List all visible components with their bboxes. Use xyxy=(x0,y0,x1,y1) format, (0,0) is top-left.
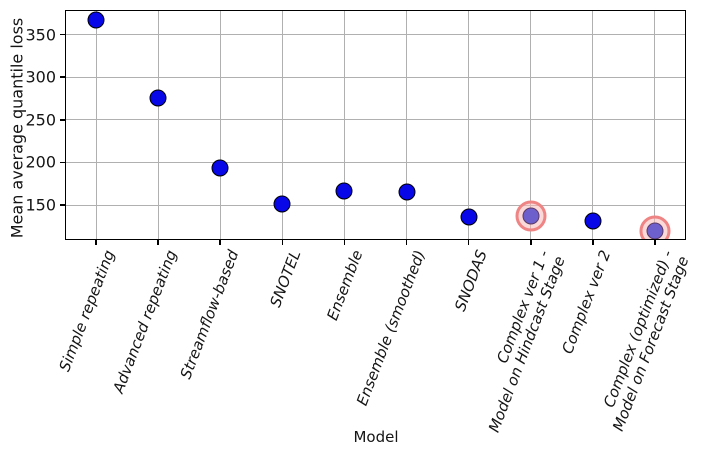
y-gridline xyxy=(65,119,686,121)
x-tick xyxy=(529,240,532,245)
data-point xyxy=(149,89,167,107)
y-gridline xyxy=(65,34,686,36)
x-gridline xyxy=(95,10,97,240)
x-tick xyxy=(95,240,97,245)
data-point-highlighted xyxy=(522,207,540,225)
x-tick xyxy=(281,240,284,245)
y-tick-label: 150 xyxy=(25,195,56,215)
y-tick xyxy=(60,33,65,36)
x-gridline xyxy=(219,10,221,240)
x-tick-label: Streamflow-based xyxy=(176,247,243,382)
x-gridline xyxy=(343,10,345,240)
x-gridline xyxy=(530,10,532,240)
x-gridline xyxy=(654,10,656,240)
data-point xyxy=(460,208,478,226)
x-axis-title: Model xyxy=(353,428,399,446)
y-tick xyxy=(60,76,65,79)
y-tick xyxy=(60,161,65,164)
x-tick xyxy=(219,240,222,245)
x-tick-label: SNODAS xyxy=(450,247,491,314)
y-tick-label: 350 xyxy=(25,25,56,45)
x-tick-label: Simple repeating xyxy=(55,247,118,374)
data-point xyxy=(398,183,416,201)
y-gridline xyxy=(65,76,686,78)
data-point xyxy=(211,159,229,177)
x-tick-label: Ensemble xyxy=(323,247,367,323)
y-gridline xyxy=(65,161,686,163)
data-point xyxy=(87,11,105,29)
x-tick xyxy=(654,240,656,245)
x-tick xyxy=(405,240,408,245)
y-tick xyxy=(60,204,65,206)
x-gridline xyxy=(468,10,470,240)
x-tick-label: Complex (optimized) - Model on Forecast … xyxy=(600,247,693,434)
data-point xyxy=(584,212,602,230)
data-point-highlighted xyxy=(646,222,664,240)
x-gridline xyxy=(406,10,408,240)
x-tick-label: SNOTEL xyxy=(266,247,305,310)
x-tick-label: Advanced repeating xyxy=(108,247,181,396)
x-tick xyxy=(592,240,594,245)
data-point xyxy=(335,182,353,200)
y-tick-label: 200 xyxy=(25,152,56,172)
data-point xyxy=(273,195,291,213)
x-tick xyxy=(467,240,470,245)
y-gridline xyxy=(65,204,686,206)
x-tick-label: Complex ver 1 - Model on Hindcast Stage xyxy=(484,247,569,435)
y-tick-label: 300 xyxy=(25,67,56,87)
x-tick-label: Complex ver 2 xyxy=(558,247,615,357)
x-gridline xyxy=(281,10,283,240)
x-gridline xyxy=(157,10,159,240)
x-tick xyxy=(343,240,346,245)
x-tick-label: Ensemble (smoothed) xyxy=(352,247,429,409)
y-tick-label: 250 xyxy=(25,110,56,130)
x-tick xyxy=(157,240,159,245)
plot-area xyxy=(65,10,686,240)
y-tick xyxy=(60,119,65,121)
x-gridline xyxy=(592,10,594,240)
